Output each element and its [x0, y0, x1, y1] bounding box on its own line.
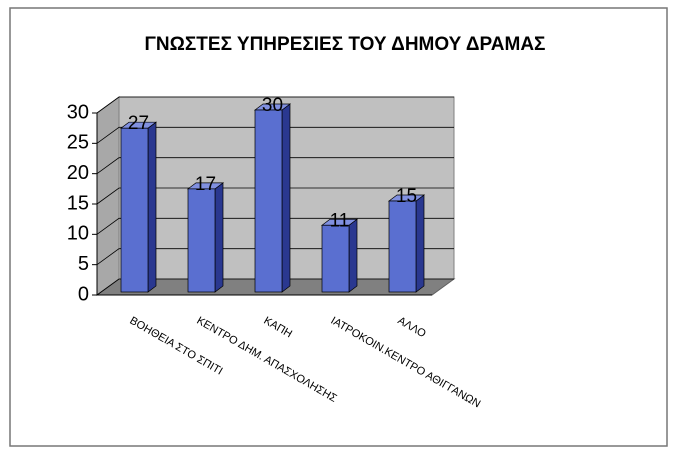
y-tick-label: 20	[67, 162, 89, 184]
bar-front	[321, 224, 350, 293]
bar-front	[120, 127, 149, 293]
bar-front	[388, 200, 417, 293]
y-tick-label: 30	[67, 101, 89, 123]
bar	[119, 121, 158, 293]
value-label: 15	[396, 186, 417, 207]
y-tick-label: 25	[67, 132, 89, 154]
bar-side	[214, 182, 224, 293]
bar-side	[147, 121, 157, 293]
bar-side	[415, 194, 425, 293]
chart-title: ΓΝΩΣΤΕΣ ΥΠΗΡΕΣΙΕΣ ΤΟΥ ΔΗΜΟΥ ΔΡΑΜΑΣ	[145, 34, 546, 55]
value-label: 30	[262, 95, 283, 116]
value-label: 27	[128, 113, 149, 134]
grid-line	[96, 217, 454, 235]
bar-front	[254, 109, 283, 293]
grid-line	[96, 187, 454, 205]
value-label: 17	[195, 174, 216, 195]
y-tick-label: 0	[78, 283, 89, 305]
bar	[186, 182, 225, 293]
bar	[387, 194, 426, 293]
bar-front	[187, 188, 216, 293]
bar	[253, 103, 292, 293]
grid-line	[96, 126, 454, 144]
y-tick-label: 15	[67, 192, 89, 214]
y-tick-label: 10	[67, 223, 89, 245]
bar-side	[348, 218, 358, 293]
bar	[320, 218, 359, 293]
value-label: 11	[330, 210, 350, 231]
bar-side	[281, 103, 291, 293]
y-tick-label: 5	[78, 253, 89, 275]
grid-line	[96, 157, 454, 174]
grid-line	[96, 96, 454, 114]
